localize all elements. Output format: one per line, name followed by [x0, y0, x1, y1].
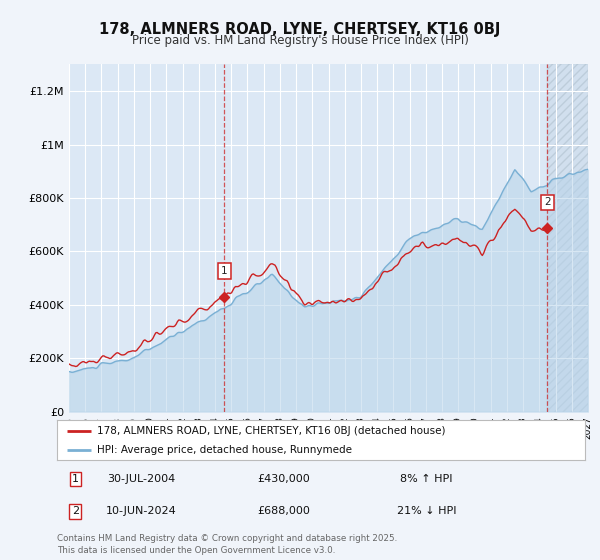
Text: HPI: Average price, detached house, Runnymede: HPI: Average price, detached house, Runn… [97, 445, 352, 455]
Text: 10-JUN-2024: 10-JUN-2024 [106, 506, 177, 516]
Bar [547, 64, 588, 412]
Text: 178, ALMNERS ROAD, LYNE, CHERTSEY, KT16 0BJ (detached house): 178, ALMNERS ROAD, LYNE, CHERTSEY, KT16 … [97, 426, 445, 436]
Text: 178, ALMNERS ROAD, LYNE, CHERTSEY, KT16 0BJ: 178, ALMNERS ROAD, LYNE, CHERTSEY, KT16 … [100, 22, 500, 36]
Text: 21% ↓ HPI: 21% ↓ HPI [397, 506, 457, 516]
Text: 30-JUL-2004: 30-JUL-2004 [107, 474, 176, 484]
Text: £430,000: £430,000 [257, 474, 310, 484]
Text: 1: 1 [72, 474, 79, 484]
Text: £688,000: £688,000 [257, 506, 310, 516]
Text: 2: 2 [72, 506, 79, 516]
Text: 2: 2 [544, 198, 551, 207]
Text: Price paid vs. HM Land Registry's House Price Index (HPI): Price paid vs. HM Land Registry's House … [131, 34, 469, 47]
Text: 1: 1 [221, 267, 228, 277]
Text: 8% ↑ HPI: 8% ↑ HPI [400, 474, 453, 484]
Text: Contains HM Land Registry data © Crown copyright and database right 2025.
This d: Contains HM Land Registry data © Crown c… [57, 534, 397, 555]
